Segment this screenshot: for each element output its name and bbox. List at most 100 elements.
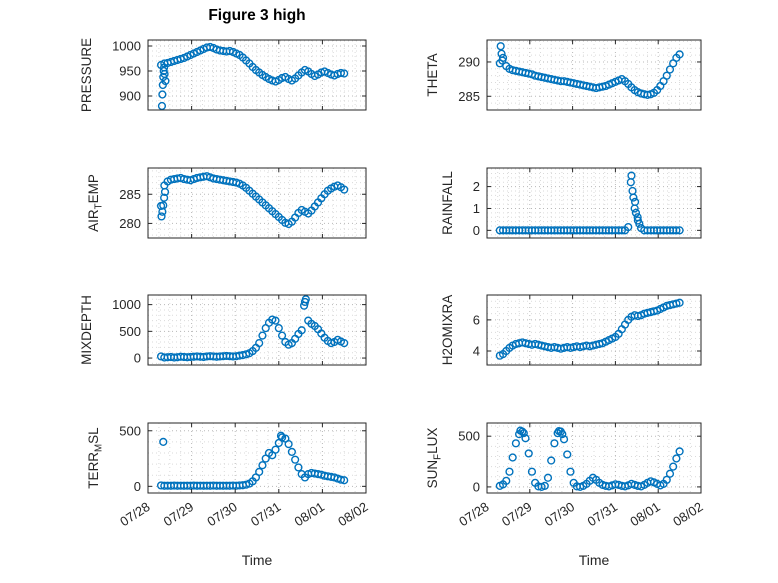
x-axis-label-left: Time <box>241 552 273 568</box>
data-points <box>156 295 349 362</box>
y-axis-label-text: SL <box>86 427 102 444</box>
y-axis-label-subscript: F <box>432 453 444 460</box>
x-tick-label: 08/01 <box>627 499 662 529</box>
data-point-marker <box>559 435 569 444</box>
data-point-marker <box>258 461 267 470</box>
data-point-marker <box>675 298 684 307</box>
data-point-marker <box>287 447 296 456</box>
axes-box <box>486 422 702 494</box>
y-axis-label-text: PRESSURE <box>79 37 95 113</box>
data-points <box>495 298 684 360</box>
y-axis-label-text: H2OMIXRA <box>439 294 455 366</box>
x-tick-label: 07/30 <box>542 499 577 529</box>
data-point-marker <box>521 434 530 443</box>
data-point-marker <box>297 326 306 335</box>
data-point-marker <box>336 68 346 78</box>
subplot-rainfall: 0 1 2 <box>473 167 702 239</box>
data-point-marker <box>271 445 280 454</box>
y-axis-label-text: TERR <box>86 451 102 489</box>
data-point-marker <box>498 56 507 65</box>
data-point-marker <box>566 467 575 476</box>
x-tick-label: 07/29 <box>499 499 534 529</box>
x-tick-label: 07/28 <box>456 499 491 529</box>
y-axis-label-text: RAINFALL <box>439 171 455 235</box>
y-tick-label: 1000 <box>112 39 141 54</box>
data-point-marker <box>340 185 349 194</box>
data-point-marker <box>276 431 286 440</box>
data-point-marker <box>505 467 514 476</box>
y-tick-label: 500 <box>119 423 141 438</box>
data-point-marker <box>284 440 293 449</box>
x-tick-label: 08/02 <box>670 499 705 529</box>
data-point-marker <box>635 219 644 228</box>
data-point-marker <box>675 50 684 59</box>
data-point-marker <box>675 226 684 235</box>
axes-box <box>147 167 367 239</box>
subplot-terr_msl: 0 500 07/28 07/29 07/30 07/31 08/01 08/02 <box>117 422 371 529</box>
data-point-marker <box>669 462 678 471</box>
data-point-marker <box>340 476 349 485</box>
grid-lines <box>487 295 701 365</box>
data-point-marker <box>160 193 169 202</box>
data-point-marker <box>511 439 520 448</box>
y-tick-label: 1 <box>473 201 480 216</box>
data-point-marker <box>617 226 626 235</box>
data-point-marker <box>496 42 505 51</box>
x-tick-label: 07/28 <box>117 499 152 529</box>
data-point-marker <box>524 449 533 458</box>
y-tick-label: 0 <box>134 479 141 494</box>
data-point-marker <box>340 338 349 348</box>
y-tick-label: 0 <box>134 351 141 366</box>
subplot-theta: 285 290 <box>458 39 702 111</box>
y-axis-label-subscript: M <box>93 443 105 452</box>
data-point-marker <box>630 197 640 207</box>
data-point-marker <box>159 201 168 210</box>
data-point-marker <box>540 481 549 490</box>
x-tick-label: 08/01 <box>292 499 327 529</box>
data-point-marker <box>543 473 553 482</box>
data-points <box>495 171 684 235</box>
data-point-marker <box>255 338 264 348</box>
data-point-marker <box>271 316 280 325</box>
data-point-marker <box>628 186 637 196</box>
x-tick-label: 07/29 <box>161 499 196 529</box>
subplot-mixdepth: 0 500 1000 <box>112 294 367 366</box>
y-axis-label-subscript: T <box>93 203 105 210</box>
data-point-marker <box>547 456 556 465</box>
y-tick-label: 0 <box>473 479 480 494</box>
data-point-marker <box>662 71 671 80</box>
subplot-sun_flux: 0 500 07/28 07/29 07/30 07/31 08/01 08/02 <box>456 422 706 529</box>
data-point-marker <box>158 90 167 99</box>
data-point-marker <box>629 193 638 202</box>
y-axis-label-text: SUN <box>425 459 441 489</box>
data-point-marker <box>299 301 309 310</box>
data-point-marker <box>563 450 572 459</box>
tick-marks <box>486 295 702 365</box>
axes-box <box>486 167 702 239</box>
y-axis-label-text: MIXDEPTH <box>79 295 95 365</box>
data-point-marker <box>157 212 166 221</box>
subplot-pressure: 900 950 1000 <box>112 39 367 111</box>
data-point-marker <box>519 429 528 438</box>
data-point-marker <box>672 454 681 463</box>
data-point-marker <box>161 76 170 86</box>
data-point-marker <box>527 467 537 476</box>
data-point-marker <box>157 101 167 110</box>
y-tick-label: 950 <box>119 64 141 79</box>
data-point-marker <box>508 453 517 462</box>
data-point-marker <box>672 226 681 235</box>
data-points <box>156 431 349 490</box>
y-tick-label: 4 <box>473 344 480 359</box>
data-point-marker <box>624 222 633 232</box>
data-point-marker <box>672 299 681 308</box>
data-point-marker <box>159 437 168 446</box>
data-points <box>156 172 349 229</box>
axes-box <box>147 39 367 111</box>
x-tick-label: 07/31 <box>248 499 283 529</box>
y-axis-label-text: AIR <box>86 209 102 232</box>
y-tick-label: 1000 <box>112 297 141 312</box>
y-tick-label: 2 <box>473 179 480 194</box>
y-tick-label: 285 <box>458 89 480 104</box>
